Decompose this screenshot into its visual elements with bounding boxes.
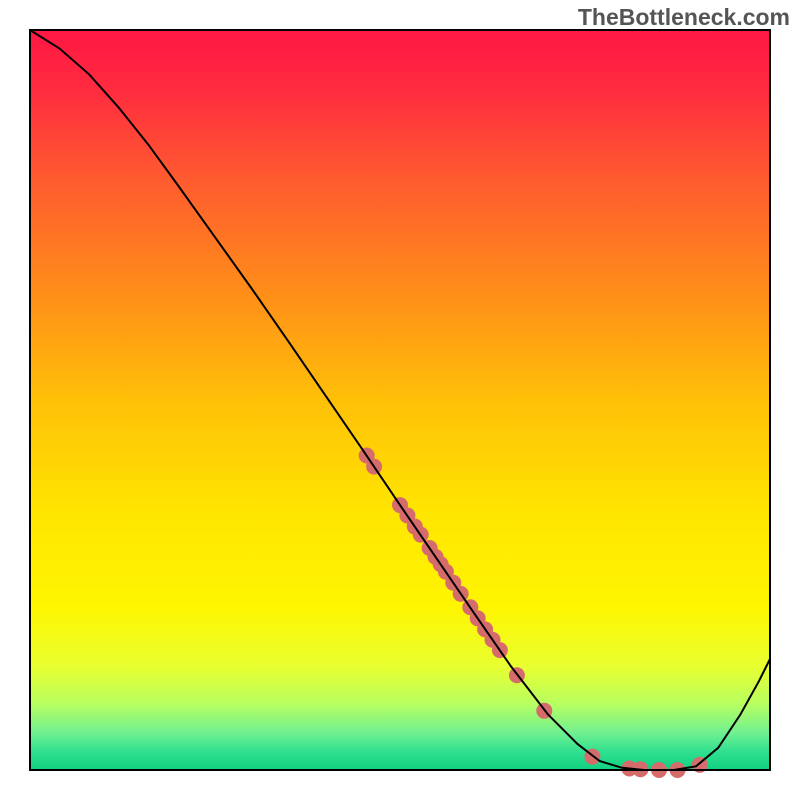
plot-background xyxy=(30,30,770,770)
chart-container: TheBottleneck.com xyxy=(0,0,800,800)
watermark-text: TheBottleneck.com xyxy=(578,4,790,31)
chart-svg xyxy=(0,0,800,800)
